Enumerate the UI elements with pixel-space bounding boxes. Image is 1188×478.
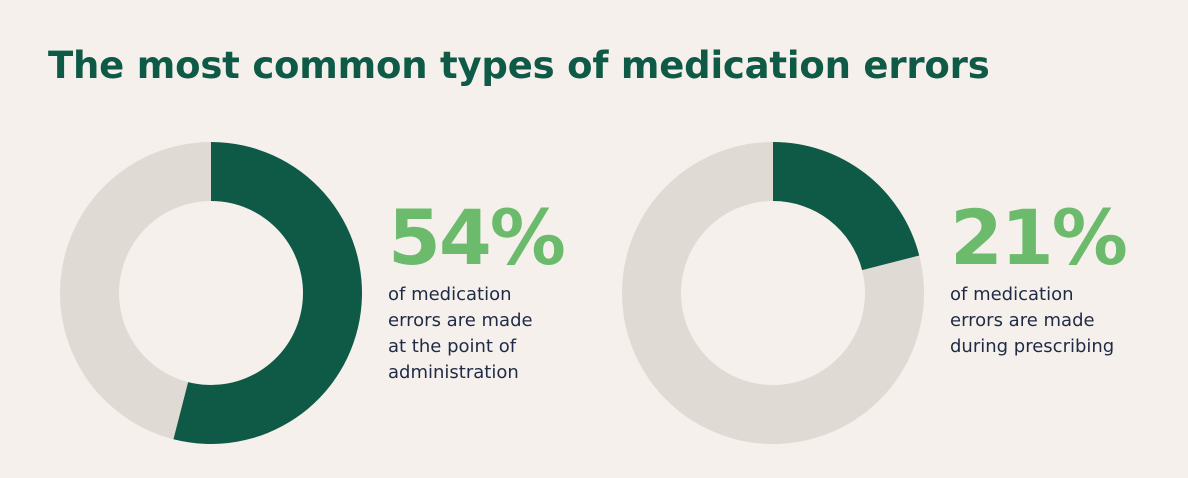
stat-percentage: 21% (950, 193, 1128, 282)
donut-chart-prescribing (622, 142, 924, 444)
page-title: The most common types of medication erro… (48, 44, 990, 87)
donut-chart-administration (60, 142, 362, 444)
donut-remainder-segment (60, 142, 211, 440)
stat-percentage: 54% (388, 193, 566, 282)
donut-highlight-segment (173, 142, 362, 444)
donut-remainder-segment (622, 142, 924, 444)
stat-block-administration: 54% of medication errors are made at the… (388, 193, 566, 386)
stat-description: of medication errors are made during pre… (950, 284, 1115, 357)
donut-highlight-segment (773, 142, 920, 271)
stat-description: of medication errors are made at the poi… (388, 284, 533, 383)
stat-block-prescribing: 21% of medication errors are made during… (950, 193, 1128, 360)
